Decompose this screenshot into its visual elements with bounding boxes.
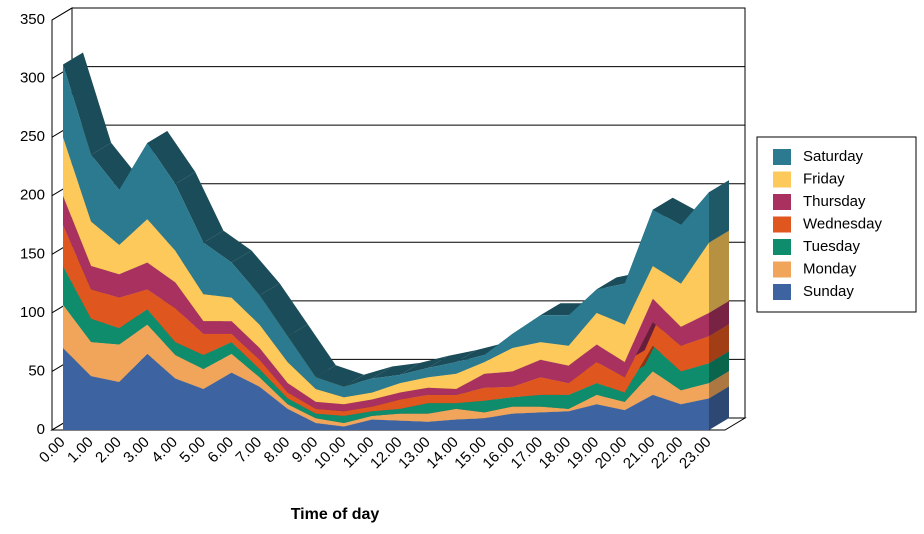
area-top [231, 250, 280, 296]
x-tick-label: 0.00 [36, 434, 69, 467]
area-side [709, 324, 729, 364]
area [63, 304, 709, 427]
x-axis-title: Time of day [291, 506, 380, 523]
area-top [428, 350, 477, 368]
x-tick-label: 23.00 [676, 434, 715, 473]
x-tick-label: 12.00 [367, 434, 406, 473]
x-tick-label: 1.00 [64, 434, 97, 467]
y-tick-label: 0 [37, 421, 45, 438]
y-tick-label: 250 [20, 128, 45, 145]
area-top [315, 365, 364, 387]
x-tick-label: 13.00 [395, 434, 434, 473]
area-top [175, 172, 224, 243]
area-top [343, 366, 392, 387]
area-side [709, 351, 729, 384]
y-tick-label: 150 [20, 245, 45, 262]
x-tick-label: 20.00 [592, 434, 631, 473]
legend-swatch [773, 239, 791, 255]
area-side [709, 386, 729, 430]
x-tick-label: 2.00 [92, 434, 125, 467]
area-top [400, 355, 449, 375]
y-tick-label: 350 [20, 11, 45, 28]
legend-swatch [773, 284, 791, 300]
grid-line [51, 7, 73, 21]
legend-label: Saturday [803, 148, 864, 165]
y-tick-label: 100 [20, 304, 45, 321]
legend-label: Monday [803, 260, 857, 277]
x-tick-label: 5.00 [176, 434, 209, 467]
x-tick-label: 16.00 [479, 434, 518, 473]
legend-label: Wednesday [803, 215, 882, 232]
x-tick-label: 4.00 [148, 434, 181, 467]
area-side [709, 180, 729, 243]
area-top [147, 131, 196, 184]
y-tick-label: 50 [28, 362, 45, 379]
area-top [203, 230, 252, 263]
legend-swatch [773, 149, 791, 165]
area-top [456, 343, 505, 363]
area-side [709, 230, 729, 313]
x-tick-label: 14.00 [423, 434, 462, 473]
x-tick-label: 10.00 [311, 434, 350, 473]
x-tick-label: 22.00 [648, 434, 687, 473]
legend-swatch [773, 171, 791, 188]
legend-label: Thursday [803, 193, 866, 210]
x-tick-label: 17.00 [508, 434, 547, 473]
area-top [259, 283, 308, 337]
y-tick-label: 200 [20, 187, 45, 204]
area-top [540, 303, 589, 316]
x-tick-label: 8.00 [261, 434, 294, 467]
area-top [287, 324, 336, 378]
x-tick-label: 21.00 [620, 434, 659, 473]
area [63, 64, 709, 398]
legend-swatch [773, 194, 791, 210]
x-tick-label: 18.00 [536, 434, 575, 473]
y-tick-label: 300 [20, 70, 45, 87]
legend-label: Sunday [803, 283, 854, 300]
area-side [709, 300, 729, 337]
legend-label: Friday [803, 170, 845, 187]
legend-swatch [773, 261, 791, 278]
legend-swatch [773, 216, 791, 233]
x-tick-label: 19.00 [564, 434, 603, 473]
legend-label: Tuesday [803, 238, 860, 255]
area [63, 348, 709, 430]
x-tick-label: 3.00 [120, 434, 153, 467]
area-top [372, 362, 420, 379]
x-tick-label: 15.00 [451, 434, 490, 473]
area-side [709, 371, 729, 399]
area-top [63, 52, 112, 155]
x-tick-label: 7.00 [233, 434, 266, 467]
x-tick-label: 6.00 [204, 434, 237, 467]
